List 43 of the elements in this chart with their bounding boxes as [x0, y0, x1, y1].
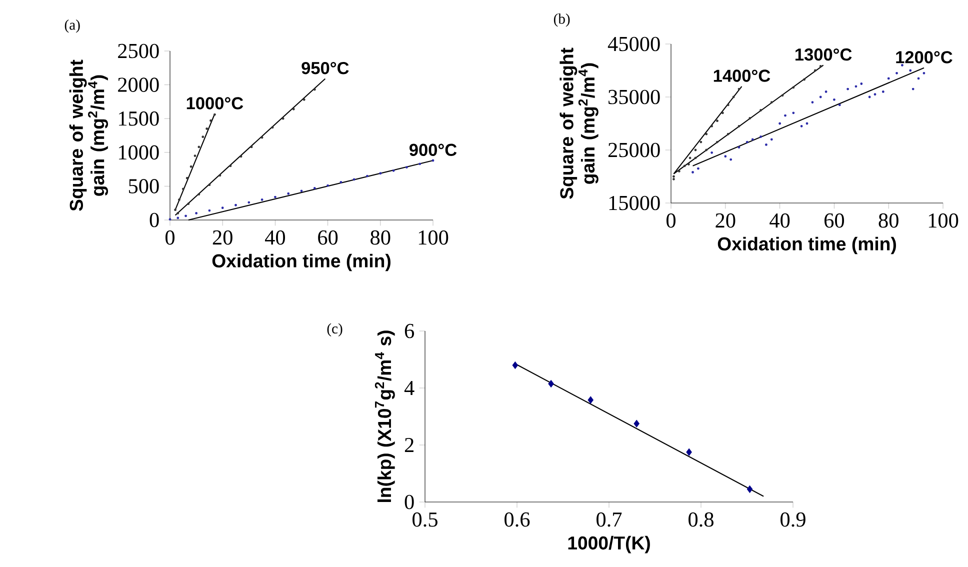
x-tick-label: 40	[264, 230, 286, 245]
x-tick-label: 0.5	[412, 512, 438, 527]
x-tick-label: 20	[212, 230, 232, 245]
y-tick-label: 2	[404, 438, 414, 452]
chart-title: (c)	[327, 323, 342, 336]
series-label: 950°C	[302, 62, 349, 74]
x-tick-label: 0	[166, 230, 174, 245]
series-label: 1200°C	[896, 51, 952, 64]
x-tick-label: 0.8	[688, 512, 714, 527]
x-axis-title: Oxidation time (min)	[718, 236, 896, 254]
x-tick-label: 100	[418, 230, 448, 245]
series-label: 1300°C	[796, 48, 852, 61]
x-tick-label: 0	[666, 213, 676, 228]
y-tick-label: 1000	[119, 145, 159, 160]
x-tick-label: 60	[824, 213, 844, 228]
y-tick-label: 6	[404, 324, 414, 338]
series-label: 900°C	[410, 144, 457, 156]
x-tick-label: 80	[370, 230, 390, 245]
y-tick-label: 25000	[608, 142, 660, 158]
y-axis-title: ln(kp) (X10$^{7}$g$^{2}$/m$^{4}$ s)	[374, 330, 395, 502]
x-tick-label: 80	[878, 213, 898, 228]
x-tick-label: 0.7	[596, 512, 622, 527]
series-label: 1000°C	[186, 97, 244, 110]
x-tick-label: 60	[318, 230, 338, 245]
x-tick-label: 100	[928, 213, 958, 228]
series-label: 1400°C	[714, 70, 770, 82]
y-tick-label: 2500	[118, 44, 159, 58]
x-axis-title: Oxidation time (min)	[212, 254, 390, 272]
y-tick-label: 1500	[119, 111, 159, 126]
y-tick-label: 4	[404, 381, 414, 395]
y-tick-label: 2000	[118, 78, 159, 92]
x-tick-label: 0.6	[504, 512, 530, 527]
x-tick-label: 0.9	[780, 512, 806, 527]
y-tick-label: 15000	[609, 196, 660, 210]
y-tick-label: 35000	[608, 90, 660, 104]
y-tick-label: 0	[404, 494, 414, 510]
y-tick-label: 45000	[608, 36, 660, 52]
x-tick-label: 20	[716, 213, 736, 228]
x-tick-label: 40	[770, 213, 790, 228]
y-tick-label: 500	[128, 179, 159, 194]
chart-title: (a)	[64, 20, 80, 33]
x-axis-title: 1000/T(K)	[568, 536, 650, 554]
chart-title: (b)	[554, 14, 570, 27]
